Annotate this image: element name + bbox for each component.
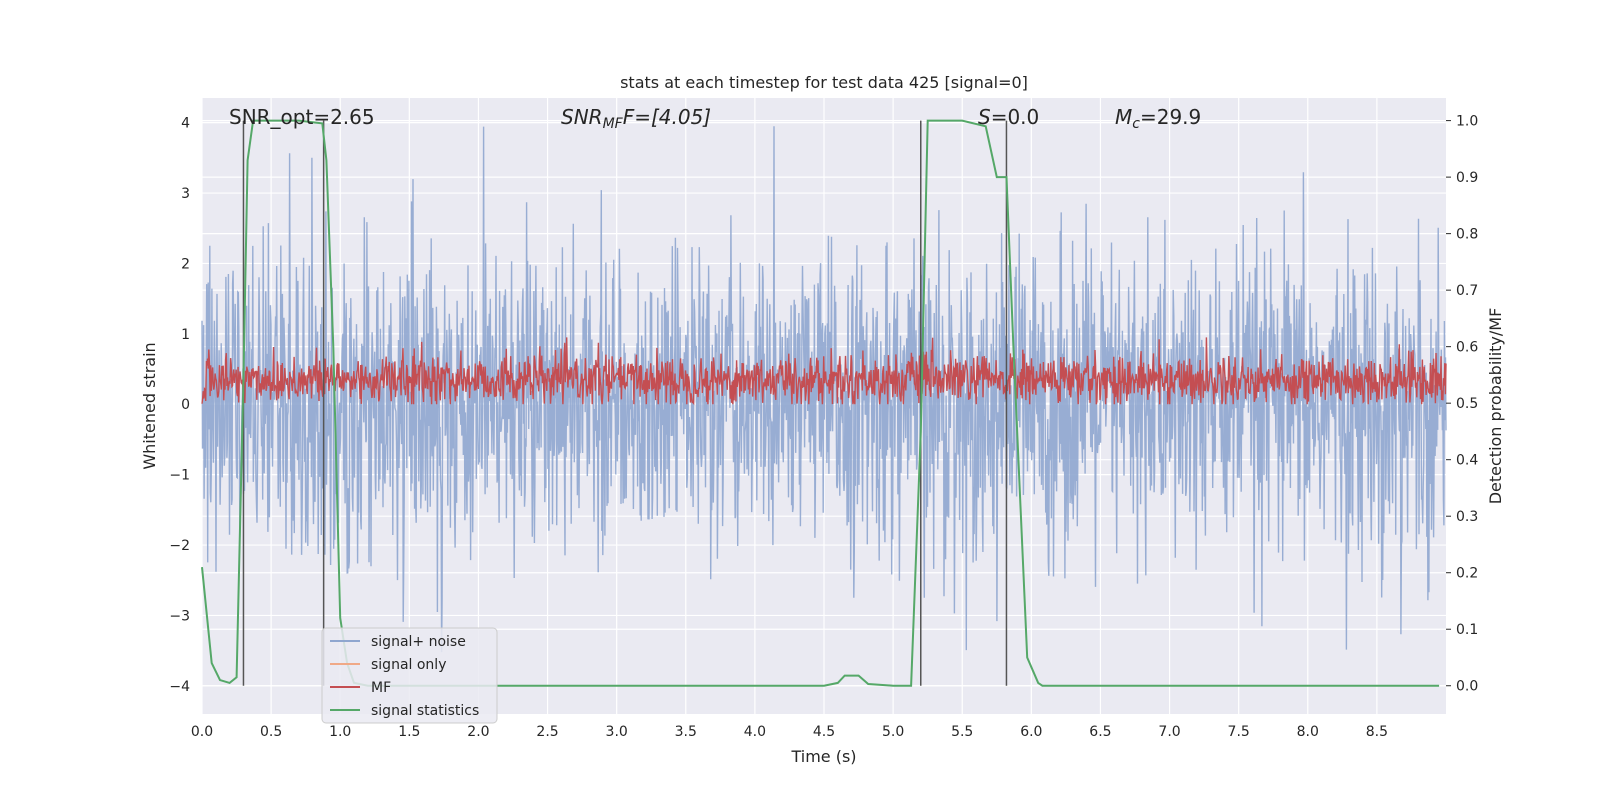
annotation-mc: Mc=29.9 <box>1115 105 1201 132</box>
y2-tick-label: 0.4 <box>1456 453 1478 469</box>
y-tick-label: 3 <box>181 186 190 202</box>
annotation-mc-sub: c <box>1132 116 1140 132</box>
y2-tick-label: 1.0 <box>1456 114 1478 130</box>
y-tick-label: −2 <box>169 538 190 554</box>
y2-tick-label: 0.6 <box>1456 340 1478 356</box>
x-tick-label: 8.0 <box>1297 724 1319 740</box>
y2-tick-label: 0.7 <box>1456 283 1478 299</box>
y2-tick-label: 0.3 <box>1456 509 1478 525</box>
y2-tick-label: 0.8 <box>1456 227 1478 243</box>
x-tick-label: 8.5 <box>1366 724 1388 740</box>
x-tick-label: 5.5 <box>951 724 973 740</box>
y2-tick-label: 0.9 <box>1456 170 1478 186</box>
y2-tick-label: 0.1 <box>1456 622 1478 638</box>
x-tick-label: 2.5 <box>536 724 558 740</box>
legend: signal+ noise signal only MF signal stat… <box>321 627 498 724</box>
annotation-s-main: S <box>978 105 991 129</box>
x-tick-label: 0.0 <box>191 724 213 740</box>
signal-statistics-series <box>201 119 1440 687</box>
annotation-snr-mf-sub: MF <box>603 116 624 132</box>
y-tick-label: 2 <box>181 256 190 272</box>
annotation-snr-opt: SNR_opt=2.65 <box>229 105 375 129</box>
mf-series <box>201 337 1447 406</box>
annotation-s: S=0.0 <box>978 105 1039 129</box>
y-tick-label: −4 <box>169 679 190 695</box>
x-tick-label: 7.5 <box>1228 724 1250 740</box>
y2-tick-label: 0.5 <box>1456 396 1478 412</box>
y-tick-label: 4 <box>181 116 190 132</box>
x-tick-label: 4.5 <box>813 724 835 740</box>
annotation-mc-main: M <box>1115 105 1132 129</box>
x-axis-ticks: 0.0 0.5 1.0 1.5 2.0 2.5 3.0 3.5 4.0 4.5 5.0 5.5 6.0 6… <box>191 724 1388 740</box>
annotation-mc-tail: =29.9 <box>1140 105 1201 129</box>
x-tick-label: 1.5 <box>398 724 420 740</box>
annotation-snr-mf-main: SNR <box>561 105 603 129</box>
y-tick-label: 0 <box>181 397 190 413</box>
y2-tick-label: 0.0 <box>1456 679 1478 695</box>
y-tick-label: −1 <box>169 468 190 484</box>
signal-statistics-line <box>201 119 1440 687</box>
x-tick-label: 3.0 <box>606 724 628 740</box>
y2-axis-label: Detection probability/MF <box>1486 308 1505 505</box>
x-tick-label: 7.0 <box>1158 724 1180 740</box>
y-tick-label: −3 <box>169 608 190 624</box>
mf-line <box>201 337 1447 406</box>
legend-label-signal-only: signal only <box>371 657 446 673</box>
x-tick-label: 2.0 <box>467 724 489 740</box>
y-axis-ticks: 4 3 2 1 0 −1 −2 −3 −4 <box>169 116 190 695</box>
annotation-s-tail: =0.0 <box>991 105 1040 129</box>
annotation-snr-mf-tail: F=[4.05] <box>623 105 711 129</box>
annotation-snr-mf: SNRMFF=[4.05] <box>561 105 711 132</box>
legend-label-signal-statistics: signal statistics <box>371 703 479 719</box>
x-tick-label: 6.0 <box>1020 724 1042 740</box>
legend-label-signal-noise: signal+ noise <box>371 634 466 650</box>
x-tick-label: 4.0 <box>744 724 766 740</box>
x-tick-label: 5.0 <box>882 724 904 740</box>
y2-axis-ticks: 1.0 0.9 0.8 0.7 0.6 0.5 0.4 0.3 0.2 0.1 0.0 <box>1446 114 1478 695</box>
y-tick-label: 1 <box>181 327 190 343</box>
chart-title: stats at each timestep for test data 425… <box>620 73 1028 92</box>
legend-box <box>321 627 498 724</box>
y2-tick-label: 0.2 <box>1456 566 1478 582</box>
x-tick-label: 0.5 <box>260 724 282 740</box>
y-axis-label: Whitened strain <box>140 342 159 469</box>
x-axis-label: Time (s) <box>790 747 856 766</box>
x-tick-label: 6.5 <box>1089 724 1111 740</box>
x-tick-label: 3.5 <box>675 724 697 740</box>
x-tick-label: 1.0 <box>329 724 351 740</box>
legend-label-mf: MF <box>371 680 391 696</box>
